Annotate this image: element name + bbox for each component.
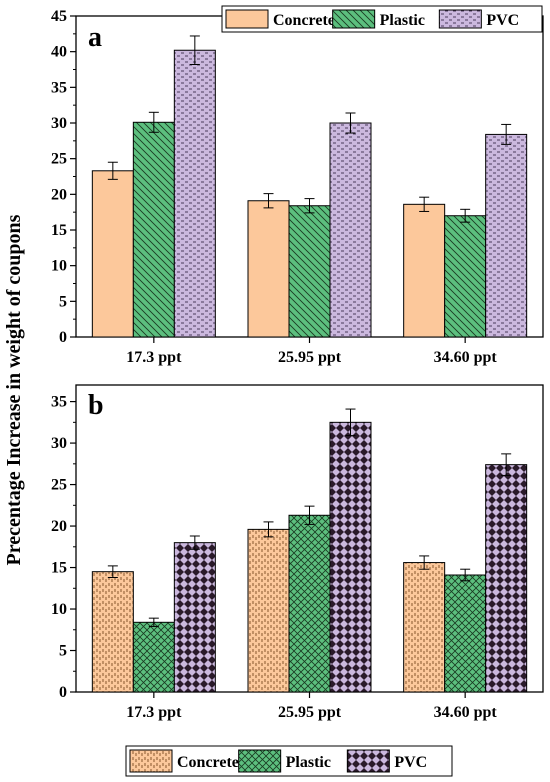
bar-concrete-1 bbox=[247, 528, 290, 693]
y-tick-label: 45 bbox=[51, 8, 67, 25]
bar-concrete-2 bbox=[403, 203, 446, 338]
y-tick-label: 0 bbox=[59, 684, 67, 701]
legend-box bbox=[221, 5, 543, 33]
y-tick-label: 20 bbox=[51, 186, 67, 203]
bar-concrete-0 bbox=[91, 170, 134, 338]
y-axis-label: Precentage Increase in weight of coupons bbox=[3, 214, 25, 565]
legend-label-pvc: PVC bbox=[394, 754, 427, 771]
legend-swatch-plastic bbox=[332, 9, 376, 29]
bar-concrete-0 bbox=[91, 571, 134, 693]
legend-label-plastic: Plastic bbox=[286, 754, 331, 771]
x-tick-label: 25.95 ppt bbox=[278, 704, 342, 721]
bar-plastic-1 bbox=[288, 514, 331, 693]
y-tick-label: 15 bbox=[51, 560, 67, 577]
legend-swatch-concrete bbox=[129, 749, 173, 773]
legend-label-plastic: Plastic bbox=[380, 12, 425, 29]
x-tick-label: 17.3 ppt bbox=[126, 349, 182, 366]
bar-plastic-2 bbox=[444, 574, 487, 693]
y-tick-label: 35 bbox=[51, 79, 67, 96]
y-tick-label: 30 bbox=[51, 435, 67, 452]
panel-label: a bbox=[88, 22, 102, 53]
panel-b-chart: 0 5 10 15 20 25 30 35 17.3 ppt 25.95 ppt 34.60 ppt… bbox=[51, 384, 544, 777]
bar-pvc-0 bbox=[173, 542, 216, 693]
y-tick-label: 5 bbox=[59, 293, 67, 310]
legend-label-pvc: PVC bbox=[486, 12, 519, 29]
panel-a-chart: 0 5 10 15 20 25 30 35 40 45 17.3 ppt 25.95 ppt 34.60… bbox=[51, 5, 544, 366]
legend: Concrete Plastic PVC bbox=[221, 5, 543, 33]
legend-swatch-pvc bbox=[346, 749, 390, 773]
y-tick-label: 35 bbox=[51, 394, 67, 411]
bar-pvc-2 bbox=[485, 464, 528, 693]
y-tick-label: 5 bbox=[59, 643, 67, 660]
bar-pvc-1 bbox=[329, 122, 372, 338]
bar-plastic-0 bbox=[132, 121, 175, 338]
y-tick-label: 10 bbox=[51, 258, 67, 275]
x-tick-label: 34.60 ppt bbox=[434, 349, 498, 366]
x-tick-label: 17.3 ppt bbox=[126, 704, 182, 721]
bar-concrete-2 bbox=[403, 562, 446, 693]
x-tick-label: 25.95 ppt bbox=[278, 349, 342, 366]
y-tick-label: 0 bbox=[59, 329, 67, 346]
bar-pvc-0 bbox=[173, 49, 216, 338]
bar-plastic-2 bbox=[444, 215, 487, 338]
y-tick-label: 40 bbox=[51, 44, 67, 61]
legend-swatch-plastic bbox=[238, 749, 282, 773]
bar-plastic-0 bbox=[132, 621, 175, 693]
legend-swatch-pvc bbox=[438, 9, 482, 29]
panel-label: b bbox=[88, 390, 104, 421]
y-tick-label: 20 bbox=[51, 518, 67, 535]
y-tick-label: 10 bbox=[51, 601, 67, 618]
legend: Concrete Plastic PVC bbox=[125, 745, 453, 777]
x-tick-label: 34.60 ppt bbox=[434, 704, 498, 721]
legend-box bbox=[125, 745, 453, 777]
y-tick-label: 25 bbox=[51, 477, 67, 494]
legend-swatch-concrete bbox=[225, 9, 269, 29]
bar-concrete-1 bbox=[247, 200, 290, 338]
legend-label-concrete: Concrete bbox=[273, 12, 335, 29]
y-tick-label: 25 bbox=[51, 151, 67, 168]
bar-pvc-2 bbox=[485, 133, 528, 338]
y-tick-label: 30 bbox=[51, 115, 67, 132]
bar-pvc-1 bbox=[329, 421, 372, 693]
legend-label-concrete: Concrete bbox=[177, 754, 239, 771]
bar-plastic-1 bbox=[288, 205, 331, 338]
y-tick-label: 15 bbox=[51, 222, 67, 239]
